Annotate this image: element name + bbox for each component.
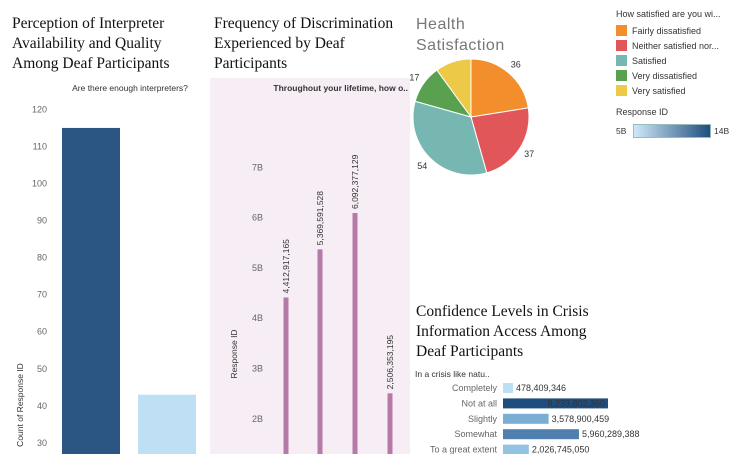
range-gradient	[633, 124, 711, 138]
pie-label: 36	[511, 60, 521, 70]
chart4-title: Confidence Levels in Crisis Information …	[416, 302, 589, 362]
legend-swatch	[616, 70, 627, 81]
chart4-bar	[503, 429, 579, 440]
chart1-ytick: 110	[33, 141, 47, 151]
chart4-category-label: Not at all	[461, 398, 497, 408]
chart4-bar	[503, 383, 513, 393]
chart2-ytick: 7B	[252, 162, 263, 172]
chart2-ylabel: Response ID	[229, 329, 239, 378]
chart2-bar	[283, 297, 289, 454]
chart1-ytick: 100	[32, 179, 47, 189]
range-legend-title: Response ID	[616, 107, 669, 117]
chart2-data-label: 4,412,917,165	[281, 239, 291, 294]
legend-item[interactable]: Very dissatisfied	[616, 68, 734, 83]
chart2-background	[210, 78, 410, 454]
chart4-data-label: 8,239,802,360	[547, 398, 605, 408]
chart1-ytick: 80	[37, 253, 47, 263]
legend-swatch	[616, 55, 627, 66]
chart4-category-label: Slightly	[468, 414, 498, 424]
chart4-bar	[503, 444, 529, 454]
chart1-ylabel: Count of Response ID	[15, 363, 25, 447]
pie-slice	[470, 58, 529, 118]
chart3-title-line: Satisfaction	[416, 37, 505, 54]
chart4-title-line: Confidence Levels in Crisis	[416, 303, 589, 320]
chart2-title-line: Frequency of Discrimination	[214, 15, 394, 32]
chart3-title: Health Satisfaction	[416, 14, 505, 56]
legend-label: Very satisfied	[632, 85, 686, 96]
health-pie-chart: 3637541716	[409, 56, 534, 176]
chart4-subtitle: In a crisis like natu..	[415, 369, 490, 379]
pie-label: 17	[409, 73, 419, 83]
chart3-title-line: Health	[416, 16, 466, 33]
chart2-bar	[387, 393, 393, 454]
chart1-ytick: 50	[37, 364, 47, 374]
chart1-title-line: Perception of Interpreter	[12, 15, 165, 32]
legend-title: How satisfied are you wi...	[616, 9, 721, 19]
chart1-ytick: 40	[37, 401, 47, 411]
pie-slice	[470, 107, 530, 174]
discrimination-bar-chart: Throughout your lifetime, how o.. Respon…	[210, 78, 410, 454]
chart4-data-label: 3,578,900,459	[552, 414, 610, 424]
chart2-subtitle: Throughout your lifetime, how o..	[273, 83, 408, 93]
chart1-ytick: 120	[32, 104, 47, 114]
chart1-ytick: 70	[37, 290, 47, 300]
chart2-data-label: 5,369,591,528	[315, 191, 325, 246]
chart1-bar	[138, 394, 196, 454]
range-min-label: 5B	[616, 126, 627, 136]
chart4-category-label: To a great extent	[430, 445, 498, 454]
chart4-data-label: 478,409,346	[516, 383, 566, 393]
chart4-title-line: Deaf Participants	[416, 343, 524, 360]
pie-label: 54	[417, 161, 427, 171]
chart4-data-label: 5,960,289,388	[582, 429, 640, 439]
legend: How satisfied are you wi... Fairly dissa…	[616, 9, 734, 138]
legend-label: Fairly dissatisfied	[632, 25, 702, 36]
chart4-title-line: Information Access Among	[416, 323, 587, 340]
range-max-label: 14B	[714, 126, 730, 136]
chart2-title-line: Participants	[214, 55, 288, 72]
legend-item[interactable]: Very satisfied	[616, 83, 734, 98]
chart2-bar	[352, 213, 358, 454]
pie-slice	[436, 58, 472, 119]
chart1-title-line: Availability and Quality	[12, 35, 162, 52]
chart1-ytick: 30	[37, 438, 47, 448]
chart2-ytick: 4B	[252, 313, 263, 323]
chart4-category-label: Completely	[452, 383, 498, 393]
chart2-ytick: 5B	[252, 263, 263, 273]
chart2-data-label: 6,092,377,129	[350, 154, 360, 209]
chart1-ytick: 60	[37, 327, 47, 337]
legend-item[interactable]: Satisfied	[616, 53, 734, 68]
interpreter-bar-chart: Are there enough interpreters? Count of …	[15, 83, 196, 454]
chart4-bar	[503, 413, 549, 424]
legend-label: Very dissatisfied	[632, 70, 698, 81]
chart2-data-label: 2,506,353,195	[385, 335, 395, 390]
pie-label: 37	[524, 149, 534, 159]
chart2-title-line: Experienced by Deaf	[214, 35, 345, 52]
chart4-data-label: 2,026,745,050	[532, 445, 590, 454]
chart1-bar	[62, 127, 120, 454]
pie-slice	[412, 100, 488, 176]
chart1-title-line: Among Deaf Participants	[12, 55, 170, 72]
chart2-ytick: 3B	[252, 364, 263, 374]
range-legend: 5B 14B	[616, 124, 734, 138]
chart1-subtitle: Are there enough interpreters?	[72, 83, 188, 93]
chart4-category-label: Somewhat	[454, 429, 497, 439]
legend-item[interactable]: Fairly dissatisfied	[616, 23, 734, 38]
chart2-bar	[317, 249, 323, 454]
chart4-bar	[503, 398, 608, 409]
chart1-title: Perception of Interpreter Availability a…	[12, 14, 170, 74]
chart2-title: Frequency of Discrimination Experienced …	[214, 14, 393, 74]
chart2-ytick: 2B	[252, 414, 263, 424]
legend-swatch	[616, 40, 627, 51]
legend-swatch	[616, 85, 627, 96]
legend-label: Satisfied	[632, 55, 667, 66]
chart1-ytick: 90	[37, 216, 47, 226]
chart2-ytick: 6B	[252, 213, 263, 223]
crisis-bar-chart: In a crisis like natu.. Completely 478,40…	[415, 369, 640, 454]
legend-item[interactable]: Neither satisfied nor...	[616, 38, 734, 53]
legend-label: Neither satisfied nor...	[632, 40, 720, 51]
legend-swatch	[616, 25, 627, 36]
